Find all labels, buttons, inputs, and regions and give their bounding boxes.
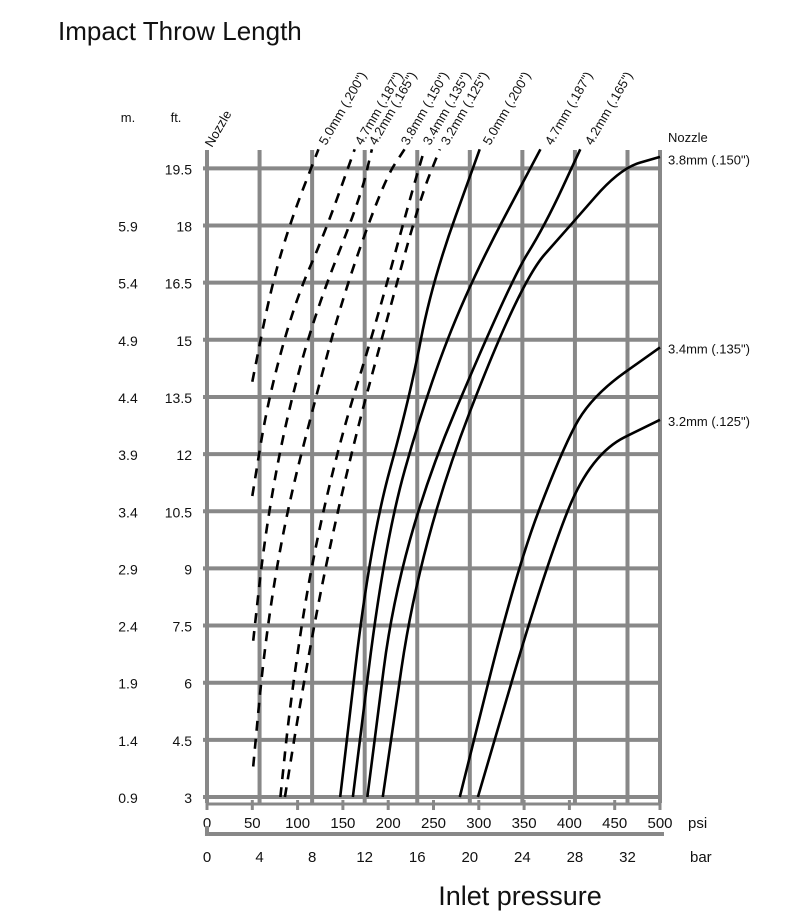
psi-tick-label: 450 <box>602 815 627 832</box>
right-nozzle-label: 3.2mm (.125") <box>668 414 750 429</box>
solid-series-line <box>366 148 582 798</box>
m-tick-label: 3.4 <box>118 504 138 520</box>
ft-tick-label: 18 <box>176 219 192 235</box>
psi-tick-label: 250 <box>421 815 446 832</box>
ft-tick-label: 6 <box>184 676 192 692</box>
ft-tick-label: 15 <box>176 333 192 349</box>
m-unit-label: m. <box>121 110 135 125</box>
ft-tick-label: 16.5 <box>165 276 192 292</box>
psi-tick-label: 500 <box>647 815 672 832</box>
m-tick-label: 4.9 <box>118 333 138 349</box>
ft-tick-label: 9 <box>184 561 192 577</box>
right-nozzle-label: 3.8mm (.150") <box>668 152 750 167</box>
dashed-series-line <box>279 148 426 798</box>
dashed-series-line <box>283 148 442 798</box>
solid-series-line <box>351 148 542 798</box>
m-tick-label: 1.4 <box>118 733 138 749</box>
bar-tick-label: 16 <box>409 849 426 866</box>
solid-series-line <box>381 155 661 798</box>
bar-tick-label: 12 <box>356 849 373 866</box>
dashed-series-line <box>251 148 356 497</box>
m-tick-label: 2.9 <box>118 561 138 577</box>
chart-title: Impact Throw Length <box>58 16 302 46</box>
m-tick-label: 4.4 <box>118 390 138 406</box>
dashed-series-line <box>251 148 374 641</box>
bar-tick-label: 4 <box>255 849 263 866</box>
dashed-series-line <box>251 148 320 382</box>
m-tick-label: 0.9 <box>118 790 138 806</box>
bar-tick-label: 8 <box>308 849 316 866</box>
psi-unit-label: psi <box>688 815 707 832</box>
bar-unit-label: bar <box>690 849 712 866</box>
psi-tick-label: 350 <box>512 815 537 832</box>
bar-tick-label: 24 <box>514 849 531 866</box>
psi-tick-label: 300 <box>466 815 491 832</box>
ft-tick-label: 13.5 <box>165 390 192 406</box>
psi-tick-label: 50 <box>244 815 261 832</box>
psi-tick-label: 200 <box>376 815 401 832</box>
x-axis-title: Inlet pressure <box>438 881 602 911</box>
psi-tick-label: 100 <box>285 815 310 832</box>
m-tick-label: 2.4 <box>118 619 138 635</box>
bar-tick-label: 28 <box>567 849 584 866</box>
bar-tick-label: 20 <box>461 849 478 866</box>
solid-series-line <box>458 346 661 798</box>
bar-tick-label: 0 <box>203 849 211 866</box>
solid-series-line <box>476 418 661 798</box>
m-tick-label: 5.4 <box>118 276 138 292</box>
ft-unit-label: ft. <box>171 110 182 125</box>
ft-tick-label: 4.5 <box>173 733 193 749</box>
solid-series-line <box>338 148 481 798</box>
psi-tick-label: 400 <box>557 815 582 832</box>
bar-tick-label: 32 <box>619 849 636 866</box>
ft-tick-label: 19.5 <box>165 161 192 177</box>
nozzle-label-right: Nozzle <box>668 130 708 145</box>
ft-tick-label: 3 <box>184 790 192 806</box>
psi-tick-label: 150 <box>330 815 355 832</box>
nozzle-label-left: Nozzle <box>202 108 235 150</box>
psi-tick-label: 0 <box>203 815 211 832</box>
ft-tick-label: 7.5 <box>173 619 193 635</box>
dashed-series-line <box>251 148 406 767</box>
ft-tick-label: 10.5 <box>165 504 192 520</box>
ft-tick-label: 12 <box>176 447 192 463</box>
m-tick-label: 5.9 <box>118 219 138 235</box>
m-tick-label: 1.9 <box>118 676 138 692</box>
right-nozzle-label: 3.4mm (.135") <box>668 341 750 356</box>
m-tick-label: 3.9 <box>118 447 138 463</box>
